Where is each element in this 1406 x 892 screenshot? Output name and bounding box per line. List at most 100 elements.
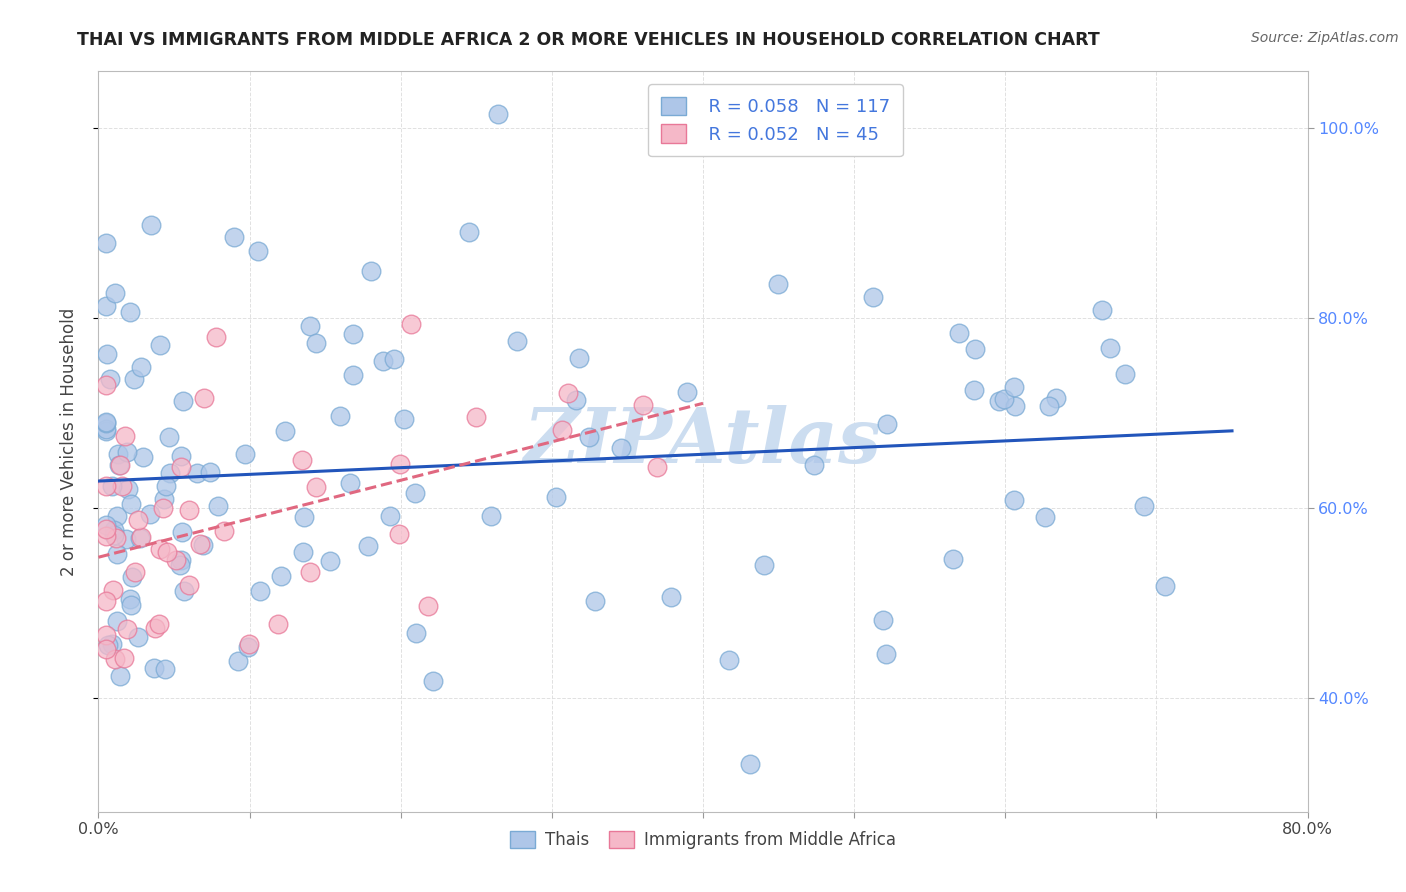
Thais (226, 654, 249, 668)
Immigrants from Middle Africa (94, 479, 117, 493)
Thais (766, 277, 789, 291)
Thais (942, 552, 965, 566)
Thais (963, 384, 986, 398)
Thais (117, 482, 139, 496)
Immigrants from Middle Africa (94, 521, 117, 535)
Thais (292, 510, 315, 524)
Immigrants from Middle Africa (94, 528, 117, 542)
Thais (371, 353, 394, 368)
Immigrants from Middle Africa (645, 460, 668, 475)
Thais (247, 244, 270, 258)
Thais (1114, 368, 1136, 382)
Thais (486, 106, 509, 120)
Immigrants from Middle Africa (557, 385, 579, 400)
Immigrants from Middle Africa (193, 391, 215, 405)
Thais (583, 594, 606, 608)
Immigrants from Middle Africa (170, 460, 193, 475)
Thais (118, 305, 141, 319)
Thais (1002, 493, 1025, 508)
Thais (170, 552, 193, 566)
Thais (101, 637, 124, 651)
Thais (186, 466, 208, 480)
Text: Source: ZipAtlas.com: Source: ZipAtlas.com (1251, 31, 1399, 45)
Thais (157, 430, 180, 444)
Thais (862, 290, 884, 304)
Thais (98, 372, 121, 386)
Immigrants from Middle Africa (165, 552, 187, 566)
Thais (872, 613, 894, 627)
Thais (153, 662, 176, 676)
Immigrants from Middle Africa (465, 410, 488, 425)
Thais (458, 225, 481, 239)
Immigrants from Middle Africa (212, 524, 235, 538)
Thais (170, 449, 193, 463)
Thais (122, 372, 145, 386)
Immigrants from Middle Africa (238, 637, 260, 651)
Thais (1045, 391, 1067, 405)
Thais (172, 393, 194, 408)
Thais (94, 422, 117, 436)
Thais (298, 318, 321, 333)
Thais (318, 554, 340, 568)
Thais (1133, 499, 1156, 513)
Thais (94, 417, 117, 431)
Thais (481, 509, 503, 524)
Thais (291, 544, 314, 558)
Immigrants from Middle Africa (205, 329, 228, 343)
Thais (107, 447, 129, 461)
Thais (948, 326, 970, 341)
Thais (120, 497, 142, 511)
Thais (170, 524, 193, 539)
Thais (718, 653, 741, 667)
Thais (988, 394, 1011, 409)
Thais (803, 458, 825, 472)
Immigrants from Middle Africa (124, 565, 146, 579)
Thais (578, 430, 600, 444)
Thais (94, 518, 117, 533)
Immigrants from Middle Africa (94, 378, 117, 392)
Immigrants from Middle Africa (631, 398, 654, 412)
Thais (149, 338, 172, 352)
Immigrants from Middle Africa (127, 513, 149, 527)
Thais (270, 569, 292, 583)
Thais (382, 352, 405, 367)
Thais (198, 465, 221, 479)
Thais (128, 531, 150, 545)
Thais (129, 360, 152, 375)
Thais (342, 368, 364, 382)
Thais (120, 598, 142, 612)
Immigrants from Middle Africa (388, 457, 411, 471)
Immigrants from Middle Africa (299, 565, 322, 579)
Immigrants from Middle Africa (108, 458, 131, 472)
Thais (121, 570, 143, 584)
Thais (565, 392, 588, 407)
Thais (752, 558, 775, 572)
Thais (191, 538, 214, 552)
Text: ZIPAtlas: ZIPAtlas (524, 405, 882, 478)
Immigrants from Middle Africa (305, 480, 328, 494)
Thais (357, 539, 380, 553)
Immigrants from Middle Africa (416, 599, 439, 613)
Thais (105, 508, 128, 523)
Thais (103, 523, 125, 537)
Thais (422, 673, 444, 688)
Thais (1033, 510, 1056, 524)
Thais (342, 327, 364, 342)
Thais (222, 230, 245, 244)
Thais (876, 417, 898, 431)
Thais (139, 218, 162, 232)
Thais (963, 343, 986, 357)
Thais (875, 647, 897, 661)
Immigrants from Middle Africa (388, 526, 411, 541)
Immigrants from Middle Africa (143, 622, 166, 636)
Thais (127, 630, 149, 644)
Thais (96, 347, 118, 361)
Immigrants from Middle Africa (94, 594, 117, 608)
Thais (142, 660, 165, 674)
Thais (108, 669, 131, 683)
Y-axis label: 2 or more Vehicles in Household: 2 or more Vehicles in Household (59, 308, 77, 575)
Immigrants from Middle Africa (152, 501, 174, 516)
Thais (1091, 303, 1114, 318)
Immigrants from Middle Africa (177, 503, 200, 517)
Thais (993, 392, 1015, 406)
